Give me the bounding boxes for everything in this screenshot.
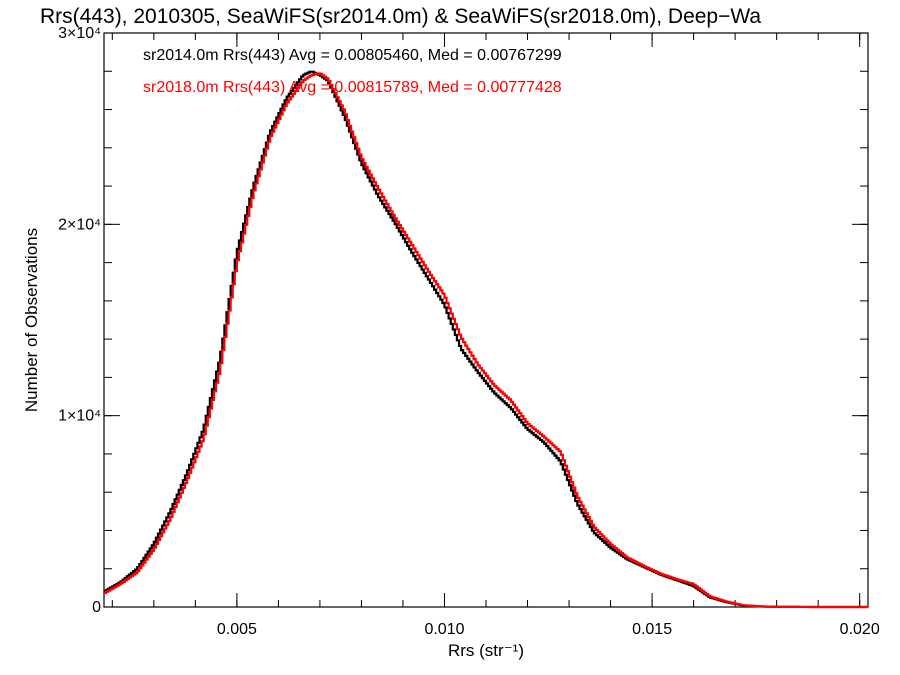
y-tick-label: 3×10⁴ (58, 25, 101, 42)
x-tick-label: 0.020 (840, 621, 880, 638)
y-tick-label: 0 (92, 599, 101, 616)
series-line-sr2018.0m (104, 72, 868, 609)
plot-area (103, 32, 869, 609)
x-tick-label: 0.015 (632, 621, 672, 638)
tick-labels: 0.005 0.010 0.015 0.020 0 1×10⁴ 2×10⁴ 3×10⁴ (58, 25, 880, 638)
y-axis-label: Number of Observations (22, 228, 41, 412)
y-tick-label: 2×10⁴ (58, 216, 101, 233)
legend-entry-sr2018: sr2018.0m Rrs(443) Avg = 0.00815789, Med… (143, 79, 562, 96)
series-line-sr2014.0m (104, 70, 868, 609)
legend-entry-sr2014: sr2014.0m Rrs(443) Avg = 0.00805460, Med… (143, 47, 562, 64)
plot-frame (103, 32, 869, 608)
x-tick-label: 0.005 (217, 621, 257, 638)
x-axis-label: Rrs (str⁻¹) (448, 641, 524, 660)
series-layer (104, 70, 868, 609)
x-tick-label: 0.010 (424, 621, 464, 638)
y-tick-label: 1×10⁴ (58, 408, 101, 425)
axis-ticks (104, 32, 868, 608)
chart-title: Rrs(443), 2010305, SeaWiFS(sr2014.0m) & … (40, 5, 761, 28)
